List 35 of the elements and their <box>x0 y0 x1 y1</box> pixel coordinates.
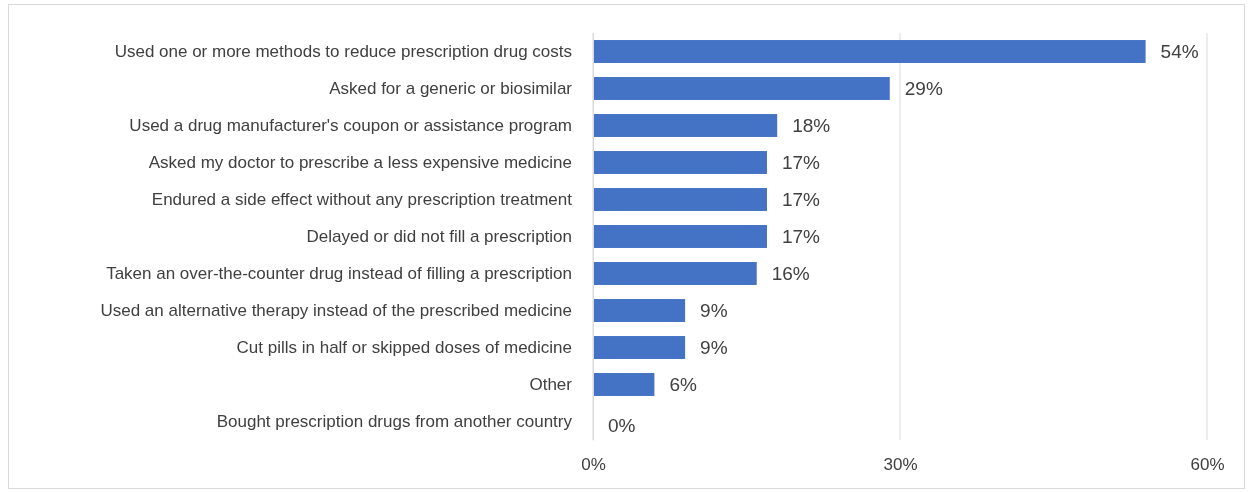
bar <box>593 151 767 174</box>
bar <box>593 40 1146 63</box>
data-label: 18% <box>792 115 831 137</box>
y-tick-label: Used one or more methods to reduce prescription drug costs <box>114 41 572 61</box>
bar <box>593 336 686 359</box>
bar <box>593 77 890 100</box>
y-tick-label: Taken an over-the-counter drug instead of filling a prescription <box>106 263 572 283</box>
data-label: 6% <box>669 374 697 396</box>
bar <box>593 373 655 396</box>
data-label: 17% <box>781 152 821 174</box>
data-label: 0% <box>608 415 636 437</box>
y-tick-label: Bought prescription drugs from another country <box>216 411 573 431</box>
x-tick-label: 60% <box>1190 455 1225 475</box>
bar <box>593 114 778 137</box>
y-tick-label: Asked my doctor to prescribe a less expensive medicine <box>148 152 572 172</box>
bar <box>593 188 767 211</box>
data-label: 9% <box>700 337 728 359</box>
data-label: 17% <box>781 226 821 248</box>
data-label: 17% <box>781 189 821 211</box>
x-tick-label: 0% <box>581 455 606 475</box>
data-label: 16% <box>771 263 810 285</box>
y-tick-label: Asked for a generic or biosimilar <box>329 78 573 98</box>
data-label: 9% <box>700 300 728 322</box>
y-tick-label: Cut pills in half or skipped doses of medicine <box>236 337 572 357</box>
bar <box>593 225 767 248</box>
y-tick-label: Used an alternative therapy instead of the prescribed medicine <box>100 300 572 320</box>
bar <box>593 262 757 285</box>
x-tick-label: 30% <box>883 455 918 475</box>
y-tick-label: Used a drug manufacturer's coupon or assistance program <box>129 115 572 135</box>
bar <box>593 299 686 322</box>
data-label: 54% <box>1160 41 1199 63</box>
data-label: 29% <box>904 78 943 100</box>
y-tick-label: Delayed or did not fill a prescription <box>306 226 572 246</box>
y-tick-label: Other <box>529 374 573 394</box>
y-tick-label: Endured a side effect without any prescription treatment <box>151 189 573 209</box>
